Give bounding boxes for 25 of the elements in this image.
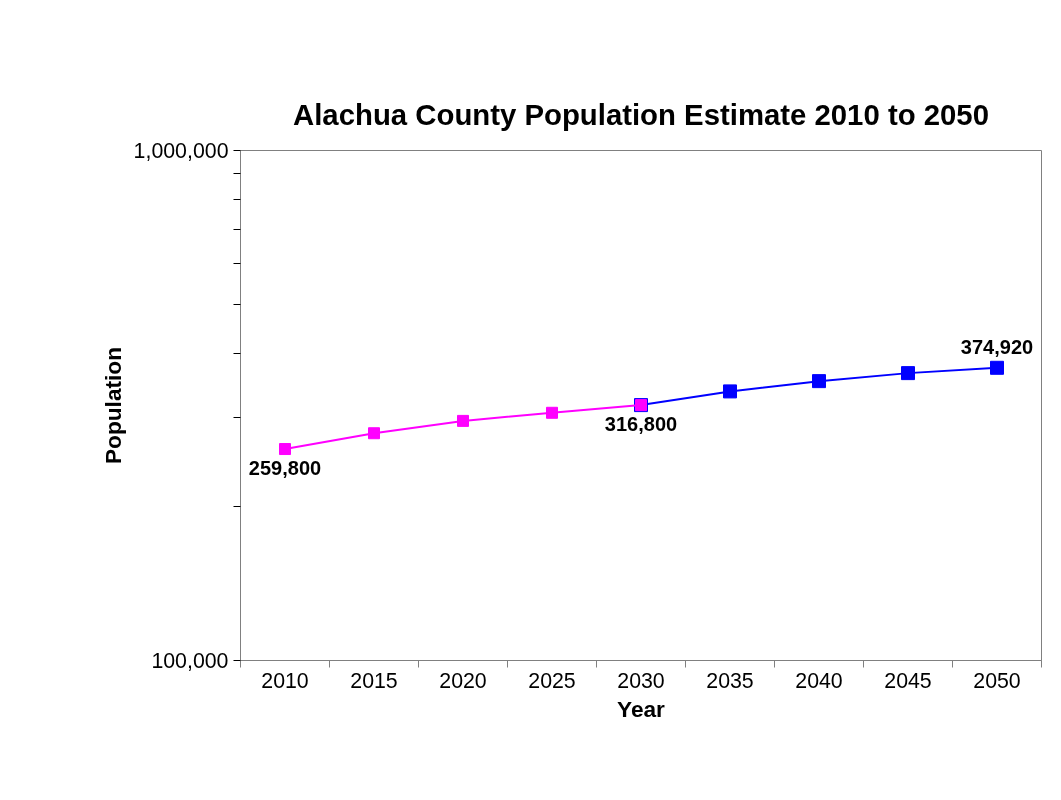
x-tick-label: 2015 [350,668,398,693]
y-tick-label: 1,000,000 [133,139,229,163]
x-tick-label: 2025 [528,668,576,693]
data-label: 259,800 [248,457,322,480]
data-label: 316,800 [604,413,678,436]
x-tick-label: 2035 [706,668,754,693]
point [723,384,737,399]
data-label: 374,920 [960,335,1034,358]
x-tick-label: 2040 [795,668,843,693]
x-tick-label: 2020 [439,668,487,693]
y-tick-label: 100,000 [151,649,229,673]
x-tick-label: 2030 [617,668,665,693]
y-axis-title: Population [99,346,126,465]
point [546,406,558,419]
point [368,427,380,440]
x-axis-title: Year [617,695,666,722]
point [279,443,291,456]
point [812,374,826,389]
point [901,366,915,381]
x-tick-label: 2045 [884,668,932,693]
point [990,360,1004,375]
point [457,414,469,427]
chart-title: Alachua County Population Estimate 2010 to 2050 [293,97,989,131]
x-tick-label: 2010 [261,668,309,693]
x-tick-label: 2050 [973,668,1021,693]
